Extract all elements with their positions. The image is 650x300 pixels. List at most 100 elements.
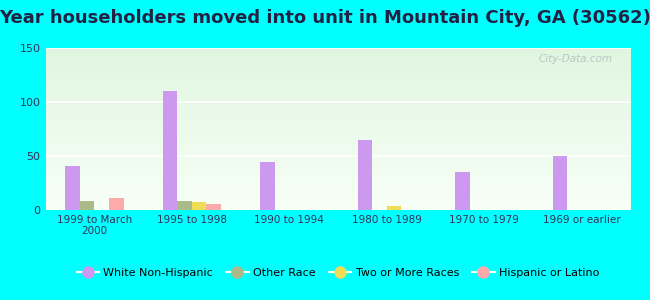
Bar <box>46 187 630 188</box>
Bar <box>46 175 630 176</box>
Bar <box>46 209 630 210</box>
Bar <box>46 131 630 132</box>
Bar <box>46 65 630 66</box>
Bar <box>46 97 630 98</box>
Bar <box>387 206 402 210</box>
Bar <box>46 183 630 184</box>
Bar <box>46 205 630 206</box>
Bar <box>109 198 124 210</box>
Bar <box>46 80 630 81</box>
Bar <box>46 89 630 90</box>
Bar <box>46 83 630 84</box>
Bar <box>46 116 630 117</box>
Bar <box>46 195 630 196</box>
Bar <box>46 192 630 193</box>
Bar <box>46 94 630 95</box>
Bar <box>46 165 630 166</box>
Bar <box>46 134 630 135</box>
Bar <box>46 104 630 105</box>
Bar <box>46 189 630 190</box>
Bar <box>46 143 630 144</box>
Bar <box>46 58 630 59</box>
Bar <box>46 59 630 60</box>
Bar <box>46 159 630 160</box>
Bar <box>46 67 630 68</box>
Bar <box>46 151 630 152</box>
Bar <box>46 137 630 138</box>
Bar <box>46 107 630 108</box>
Bar <box>46 125 630 126</box>
Bar <box>46 61 630 62</box>
Bar <box>46 81 630 82</box>
Bar <box>46 75 630 76</box>
Legend: White Non-Hispanic, Other Race, Two or More Races, Hispanic or Latino: White Non-Hispanic, Other Race, Two or M… <box>72 263 604 282</box>
Bar <box>46 76 630 77</box>
Bar <box>46 150 630 151</box>
Bar <box>46 53 630 54</box>
Bar <box>46 106 630 107</box>
Bar <box>46 50 630 51</box>
Bar <box>46 162 630 163</box>
Bar <box>46 129 630 130</box>
Bar <box>46 72 630 73</box>
Bar <box>46 181 630 182</box>
Bar <box>46 180 630 181</box>
Bar <box>46 191 630 192</box>
Bar <box>46 169 630 170</box>
Bar <box>46 78 630 79</box>
Bar <box>46 190 630 191</box>
Bar <box>46 112 630 113</box>
Bar <box>46 73 630 74</box>
Bar <box>46 142 630 143</box>
Bar <box>46 95 630 96</box>
Bar <box>46 111 630 112</box>
Bar <box>46 186 630 187</box>
Bar <box>46 85 630 86</box>
Bar <box>46 121 630 122</box>
Bar <box>46 127 630 128</box>
Bar <box>46 66 630 67</box>
Bar <box>46 113 630 114</box>
Bar <box>46 119 630 120</box>
Bar <box>46 64 630 65</box>
Bar <box>46 196 630 197</box>
Bar <box>46 163 630 164</box>
Text: Year householders moved into unit in Mountain City, GA (30562): Year householders moved into unit in Mou… <box>0 9 650 27</box>
Bar <box>46 48 630 49</box>
Bar <box>46 118 630 119</box>
Bar <box>46 158 630 159</box>
Bar <box>46 135 630 136</box>
Bar <box>46 148 630 149</box>
Bar <box>46 171 630 172</box>
Bar <box>46 194 630 195</box>
Bar <box>46 60 630 61</box>
Bar <box>46 57 630 58</box>
Bar <box>46 123 630 124</box>
Bar <box>46 166 630 167</box>
Bar <box>46 185 630 186</box>
Bar <box>46 109 630 110</box>
Bar <box>46 130 630 131</box>
Bar <box>46 88 630 89</box>
Bar <box>46 154 630 155</box>
Bar <box>46 87 630 88</box>
Bar <box>46 208 630 209</box>
Bar <box>46 138 630 139</box>
Bar <box>46 149 630 150</box>
Bar <box>46 82 630 83</box>
Bar <box>46 52 630 53</box>
Bar <box>455 172 469 210</box>
Bar <box>46 204 630 205</box>
Bar <box>46 115 630 116</box>
Bar <box>46 169 630 170</box>
Bar <box>46 77 630 78</box>
Bar <box>46 160 630 161</box>
Bar <box>46 168 630 169</box>
Bar <box>46 56 630 57</box>
Bar <box>46 139 630 140</box>
Bar <box>46 110 630 111</box>
Bar <box>46 147 630 148</box>
Bar <box>46 145 630 146</box>
Bar <box>46 202 630 203</box>
Bar <box>46 105 630 106</box>
